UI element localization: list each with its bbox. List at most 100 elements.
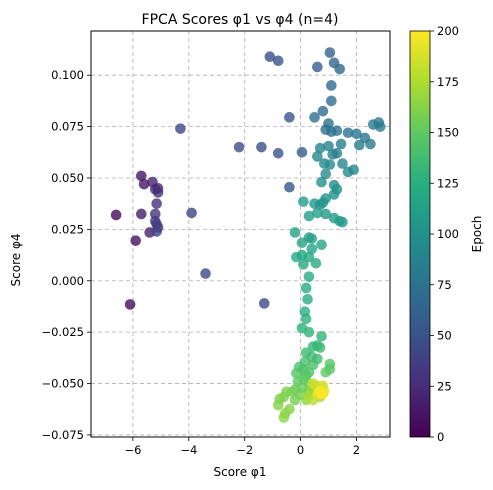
colorbar-ticks: 0 25 50 75 100 125 150 175 200 bbox=[430, 24, 459, 444]
scatter-point bbox=[306, 243, 318, 255]
scatter-point bbox=[328, 189, 340, 200]
y-tick-label: −0.075 bbox=[41, 428, 84, 442]
scatter-point bbox=[256, 141, 267, 153]
scatter-point bbox=[303, 210, 315, 222]
colorbar-tick-label: 200 bbox=[437, 24, 459, 38]
scatter-point bbox=[310, 257, 322, 269]
scatter-point bbox=[328, 212, 340, 224]
scatter-point bbox=[334, 63, 346, 75]
y-tick-label: −0.050 bbox=[41, 377, 84, 391]
scatter-point bbox=[130, 235, 142, 246]
colorbar-tick-label: 100 bbox=[437, 227, 459, 241]
scatter-point bbox=[302, 293, 313, 305]
scatter-point bbox=[319, 158, 330, 169]
y-tick-label: 0.075 bbox=[51, 120, 84, 134]
scatter-point bbox=[296, 146, 308, 158]
plot-frame bbox=[90, 30, 391, 438]
scatter-point bbox=[316, 330, 327, 342]
scatter-points bbox=[110, 47, 386, 423]
x-tick-label: 0 bbox=[297, 443, 304, 457]
y-tick-label: 0.000 bbox=[51, 274, 84, 288]
colorbar-tick-label: 25 bbox=[437, 379, 452, 393]
scatter-point bbox=[365, 138, 376, 150]
x-tick-label: 2 bbox=[353, 443, 360, 457]
scatter-point bbox=[303, 271, 315, 282]
scatter-point bbox=[278, 412, 290, 423]
scatter-point bbox=[307, 378, 319, 389]
scatter-point bbox=[298, 259, 309, 270]
scatter-point bbox=[326, 80, 337, 91]
scatter-point bbox=[175, 123, 186, 134]
y-tick-label: 0.025 bbox=[51, 222, 84, 236]
scatter-point bbox=[284, 112, 295, 123]
scatter-point bbox=[320, 208, 332, 220]
scatter-point bbox=[291, 251, 302, 263]
scatter-point bbox=[151, 198, 162, 209]
scatter-point bbox=[327, 149, 339, 160]
scatter-point bbox=[136, 208, 147, 220]
scatter-point bbox=[335, 138, 347, 150]
scatter-point bbox=[351, 128, 362, 140]
scatter-point bbox=[300, 313, 312, 325]
scatter-point bbox=[316, 176, 327, 188]
scatter-point bbox=[200, 268, 211, 279]
scatter-point bbox=[289, 394, 301, 406]
scatter-point bbox=[326, 95, 337, 107]
grid-lines bbox=[91, 31, 390, 437]
scatter-point bbox=[284, 181, 295, 193]
colorbar-tick-label: 125 bbox=[437, 176, 459, 190]
scatter-point bbox=[320, 366, 332, 378]
scatter-point bbox=[303, 251, 315, 263]
y-tick-label: −0.025 bbox=[41, 325, 84, 339]
colorbar-label: Epoch bbox=[470, 216, 484, 253]
colorbar-tick-label: 175 bbox=[437, 75, 459, 89]
scatter-point bbox=[110, 209, 122, 221]
scatter-point bbox=[306, 233, 318, 244]
x-tick-label: −4 bbox=[180, 443, 197, 457]
colorbar-tick-label: 75 bbox=[437, 278, 452, 292]
scatter-point bbox=[264, 51, 276, 62]
x-tick-label: −6 bbox=[124, 443, 141, 457]
scatter-point bbox=[324, 47, 336, 58]
scatter-point bbox=[272, 399, 284, 411]
scatter-point bbox=[348, 164, 359, 176]
scatter-point bbox=[300, 282, 312, 294]
y-tick-label: 0.100 bbox=[51, 68, 84, 82]
colorbar-tick-label: 0 bbox=[437, 430, 444, 444]
y-axis-ticks: −0.075 −0.050 −0.025 0.000 0.025 0.050 0.075 0.… bbox=[41, 68, 91, 442]
scatter-point bbox=[312, 151, 323, 162]
scatter-point bbox=[309, 198, 320, 209]
scatter-point bbox=[303, 326, 315, 338]
colorbar bbox=[409, 30, 431, 438]
scatter-point bbox=[138, 178, 150, 190]
scatter-point bbox=[337, 216, 348, 228]
scatter-point bbox=[314, 142, 326, 154]
scatter-point bbox=[289, 227, 301, 238]
scatter-point bbox=[312, 207, 323, 219]
scatter-point bbox=[186, 207, 197, 219]
scatter-point bbox=[152, 187, 164, 198]
scatter-point bbox=[353, 139, 365, 151]
scatter-point bbox=[342, 127, 354, 139]
scatter-point bbox=[323, 140, 334, 152]
scatter-point bbox=[291, 367, 302, 379]
colorbar-tick-label: 150 bbox=[437, 126, 459, 140]
x-axis-label: Score φ1 bbox=[214, 465, 267, 479]
scatter-point bbox=[233, 141, 245, 153]
colorbar-tick-label: 50 bbox=[437, 329, 452, 343]
scatter-point bbox=[309, 112, 320, 123]
scatter-point bbox=[331, 125, 343, 136]
scatter-point bbox=[136, 170, 147, 182]
chart-title: FPCA Scores φ1 vs φ4 (n=4) bbox=[142, 12, 339, 28]
scatter-point bbox=[312, 61, 323, 73]
y-axis-label: Score φ4 bbox=[9, 234, 23, 287]
scatter-point bbox=[298, 196, 309, 207]
y-tick-label: 0.050 bbox=[51, 171, 84, 185]
scatter-point bbox=[272, 55, 284, 67]
x-axis-ticks: −6 −4 −2 0 2 bbox=[124, 437, 360, 457]
scatter-point bbox=[272, 148, 284, 159]
scatter-point bbox=[258, 298, 270, 309]
scatter-point bbox=[314, 342, 326, 353]
scatter-point bbox=[317, 105, 329, 117]
